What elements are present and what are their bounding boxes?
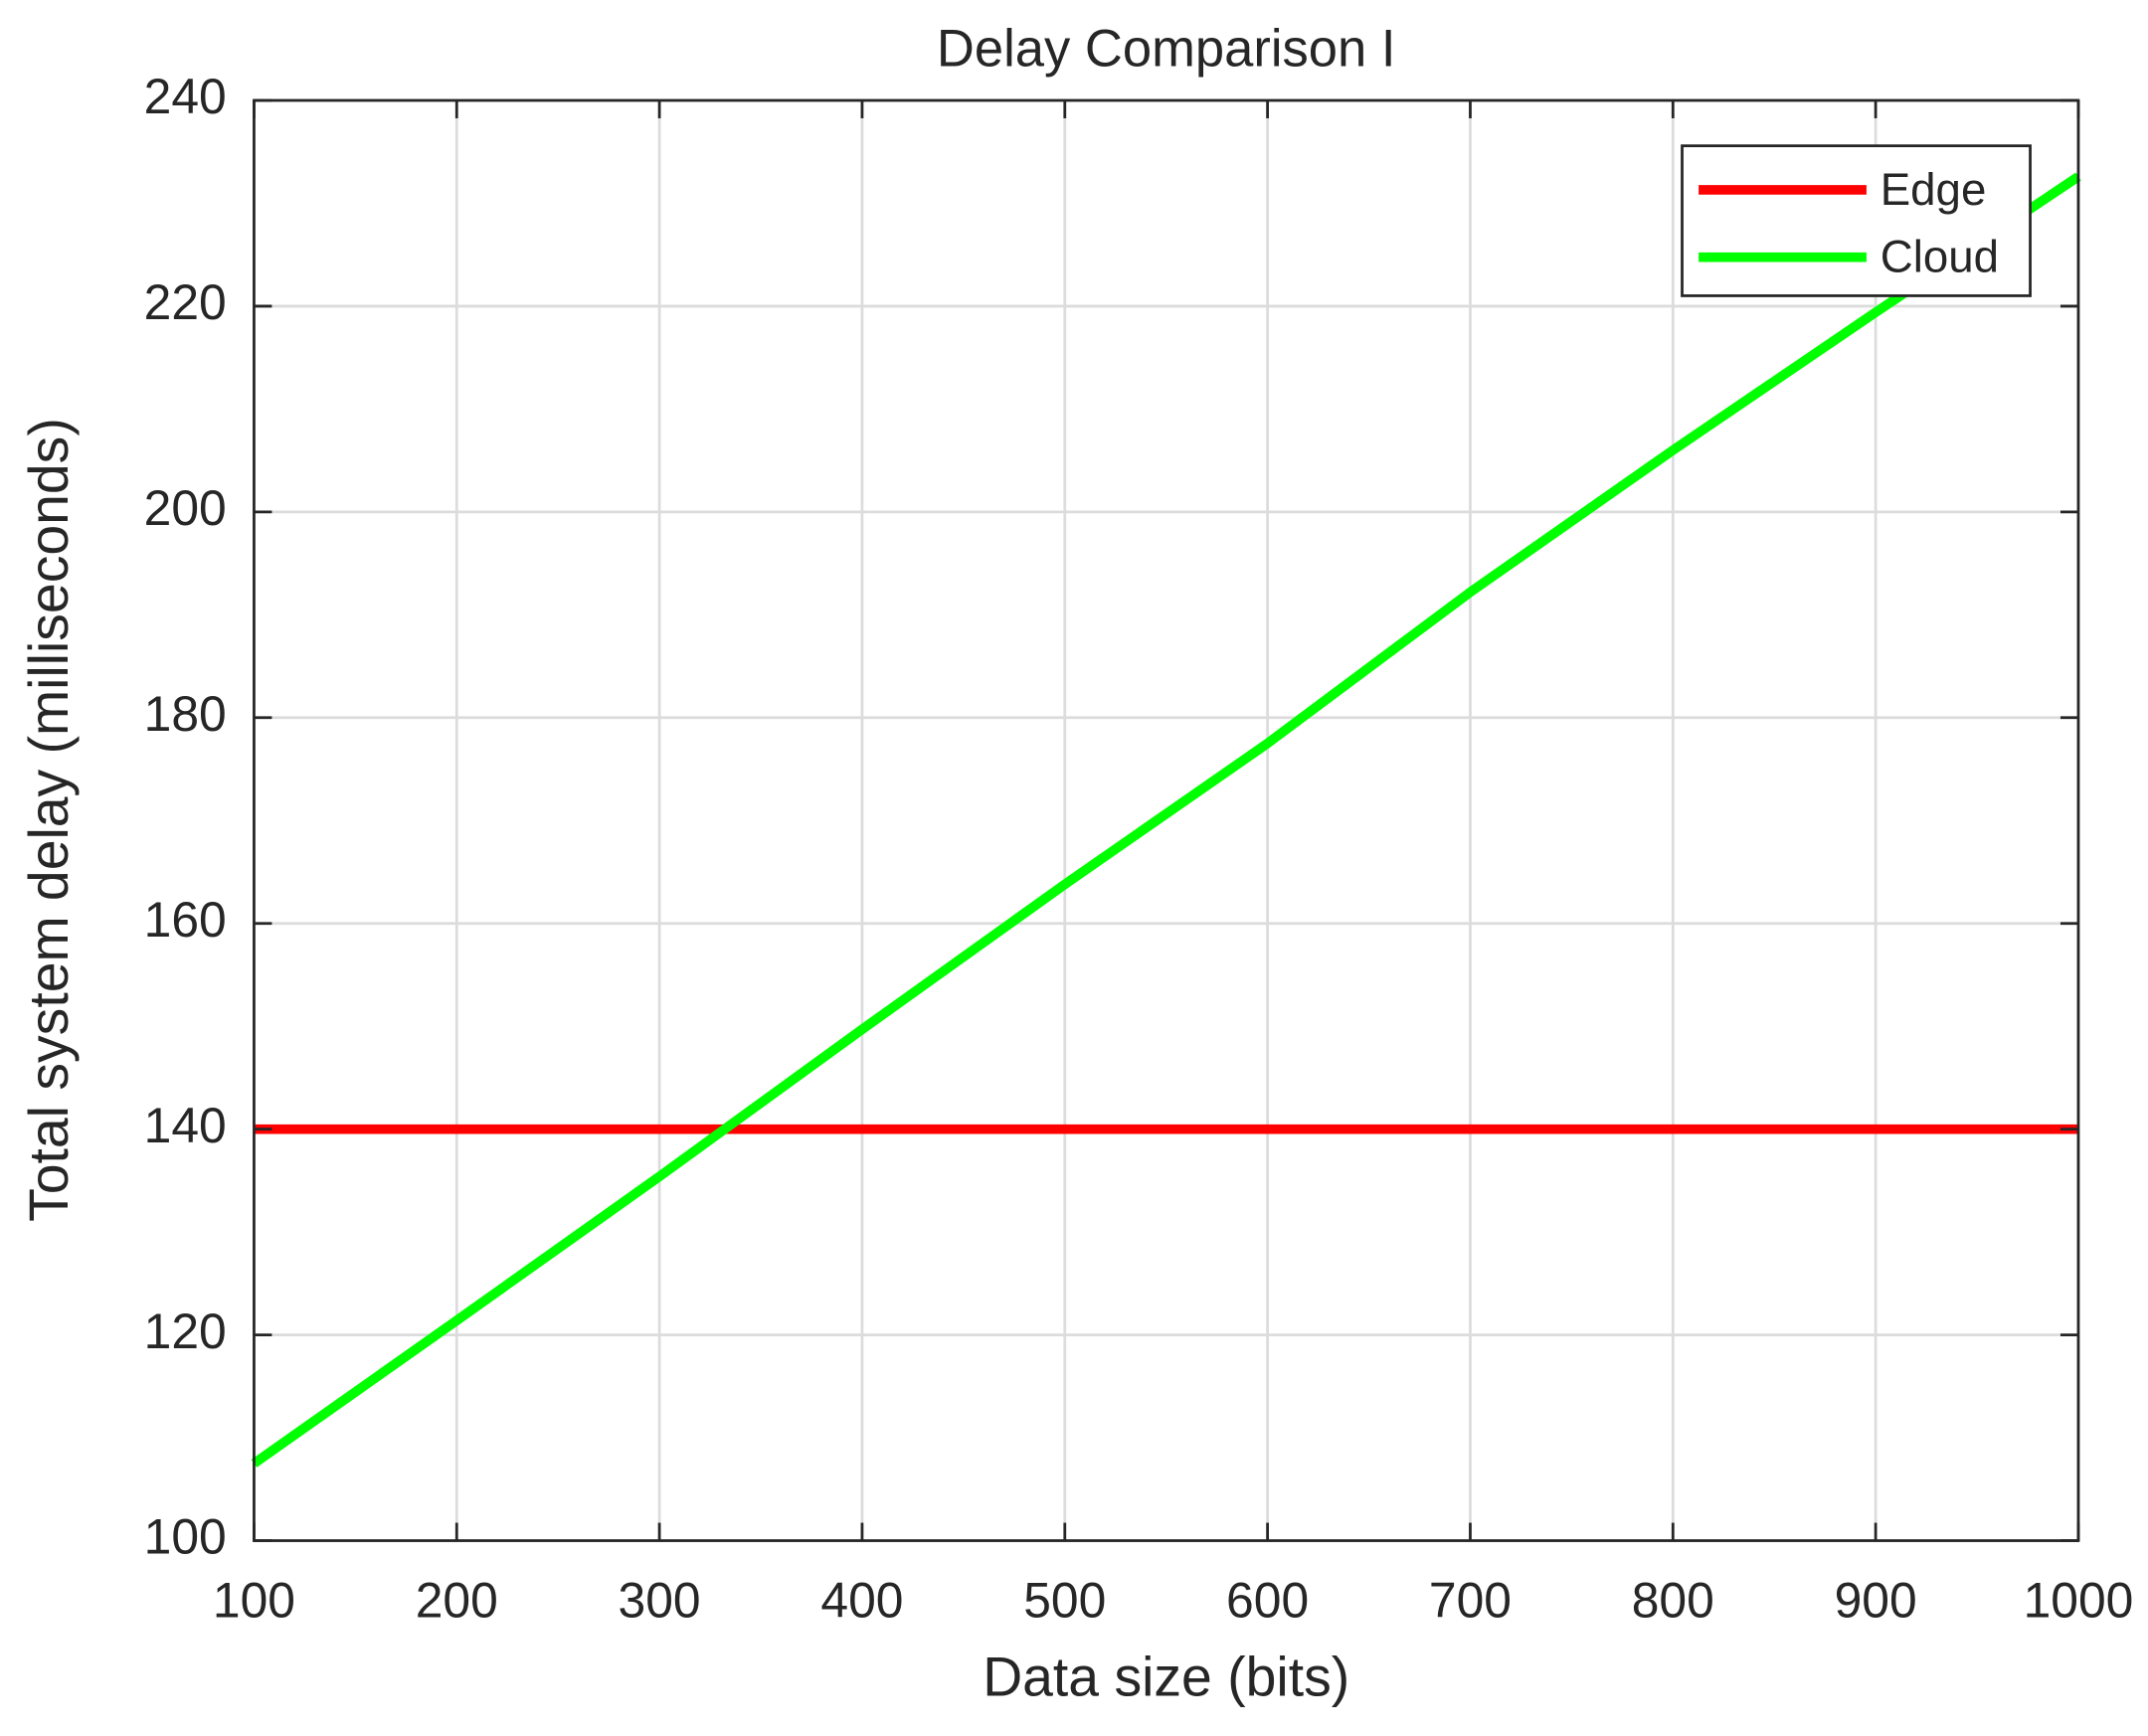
legend-label: Edge <box>1880 164 1987 215</box>
x-tick-label: 700 <box>1429 1572 1512 1628</box>
y-axis-label: Total system delay (milliseconds) <box>18 418 80 1222</box>
x-tick-label: 800 <box>1632 1572 1714 1628</box>
y-tick-label: 100 <box>144 1509 227 1565</box>
y-tick-label: 180 <box>144 686 227 742</box>
chart-title: Delay Comparison I <box>937 19 1396 78</box>
x-tick-label: 100 <box>213 1572 295 1628</box>
y-tick-label: 120 <box>144 1303 227 1359</box>
axes: 100 200 300 400 500 600 700 800 900 1000 100 120 140… <box>144 69 2134 1628</box>
legend-label: Cloud <box>1880 232 1999 282</box>
x-tick-label: 300 <box>619 1572 701 1628</box>
y-tick-label: 220 <box>144 274 227 330</box>
legend-box <box>1681 144 2032 297</box>
y-tick-label: 160 <box>144 892 227 948</box>
y-tick-label: 140 <box>144 1098 227 1153</box>
legend: Edge Cloud <box>1681 144 2032 297</box>
y-tick-label: 200 <box>144 480 227 536</box>
x-tick-label: 900 <box>1835 1572 1917 1628</box>
x-tick-label: 200 <box>416 1572 498 1628</box>
series-line <box>251 172 2081 1468</box>
x-tick-label: 1000 <box>2024 1572 2134 1628</box>
plot-lines <box>251 172 2081 1468</box>
x-tick-label: 600 <box>1226 1572 1309 1628</box>
x-tick-label: 400 <box>820 1572 903 1628</box>
y-tick-label: 240 <box>144 69 227 124</box>
axes-box <box>253 98 2080 1542</box>
x-tick-label: 500 <box>1023 1572 1106 1628</box>
x-axis-label: Data size (bits) <box>983 1646 1349 1707</box>
